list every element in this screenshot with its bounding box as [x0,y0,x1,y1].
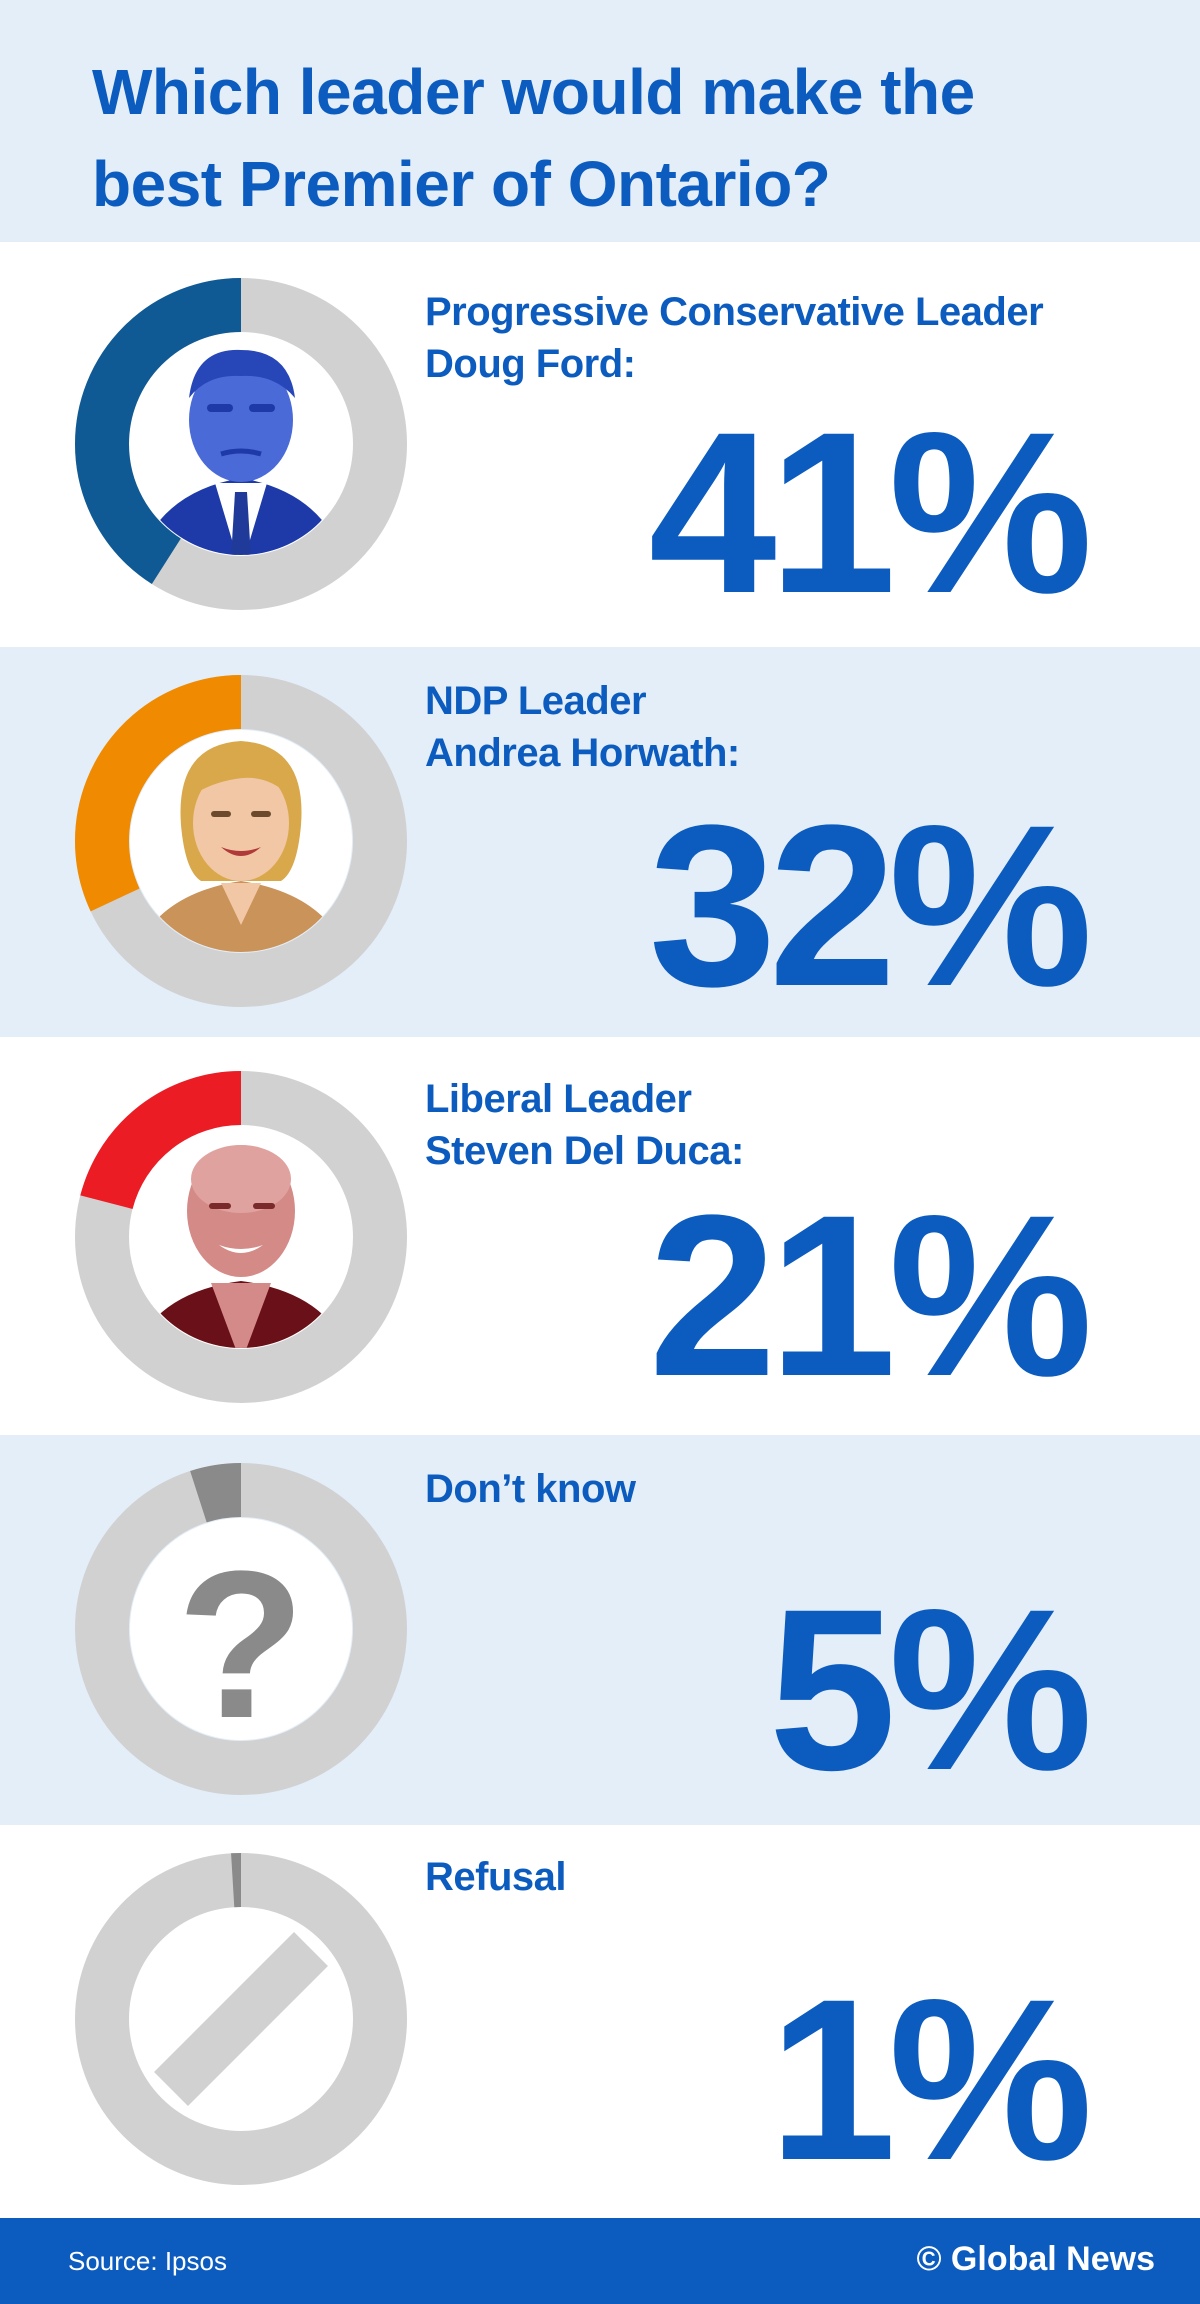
label-line: Don’t know [425,1467,636,1511]
footer-bar: Source: Ipsos © Global News [0,2218,1200,2304]
label-line: Doug Ford: [425,342,636,386]
donut-chart-refusal [75,1853,407,2185]
value-ford: 41% [648,384,1093,641]
donut-chart-dont-know: ? [75,1463,407,1795]
credit-logo: © Global News [916,2240,1155,2278]
donut-segment-dont-know [75,1463,407,1795]
label-line: Andrea Horwath: [425,731,740,775]
result-row-horwath: NDP Leader Andrea Horwath: 32% [0,647,1200,1037]
label-line: Steven Del Duca: [425,1129,744,1173]
donut-segment-refusal [75,1853,407,2185]
label-horwath: NDP Leader Andrea Horwath: [425,675,1165,779]
value-refusal: 1% [768,1951,1093,2208]
page-title: Which leader would make the best Premier… [92,56,975,220]
result-row-refusal: Refusal 1% [0,1825,1200,2218]
label-del-duca: Liberal Leader Steven Del Duca: [425,1073,1165,1177]
donut-segment-horwath [75,675,407,1007]
donut-chart-ford [75,278,407,610]
label-line: Progressive Conservative Leader [425,290,1044,334]
question-mark-icon: ? [177,1527,305,1762]
label-line: Liberal Leader [425,1077,692,1121]
value-dont-know: 5% [768,1561,1093,1818]
label-dont-know: Don’t know [425,1463,1165,1515]
donut-chart-del-duca [75,1071,407,1403]
label-line: NDP Leader [425,679,647,723]
donut-segment-ford [75,278,407,610]
donut-segment-del-duca [75,1071,407,1403]
donut-chart-horwath [75,675,407,1007]
result-row-del-duca: Liberal Leader Steven Del Duca: 21% [0,1037,1200,1435]
result-row-dont-know: ? Don’t know 5% [0,1435,1200,1825]
label-ford: Progressive Conservative Leader Doug For… [425,286,1165,390]
source-note: Source: Ipsos [68,2246,227,2276]
header-band: Which leader would make the best Premier… [0,0,1200,242]
label-line: Refusal [425,1855,567,1899]
prohibited-icon [154,1932,328,2106]
label-refusal: Refusal [425,1851,1165,1903]
value-horwath: 32% [648,777,1093,1034]
result-row-ford: Progressive Conservative Leader Doug For… [0,242,1200,647]
value-del-duca: 21% [648,1167,1093,1424]
